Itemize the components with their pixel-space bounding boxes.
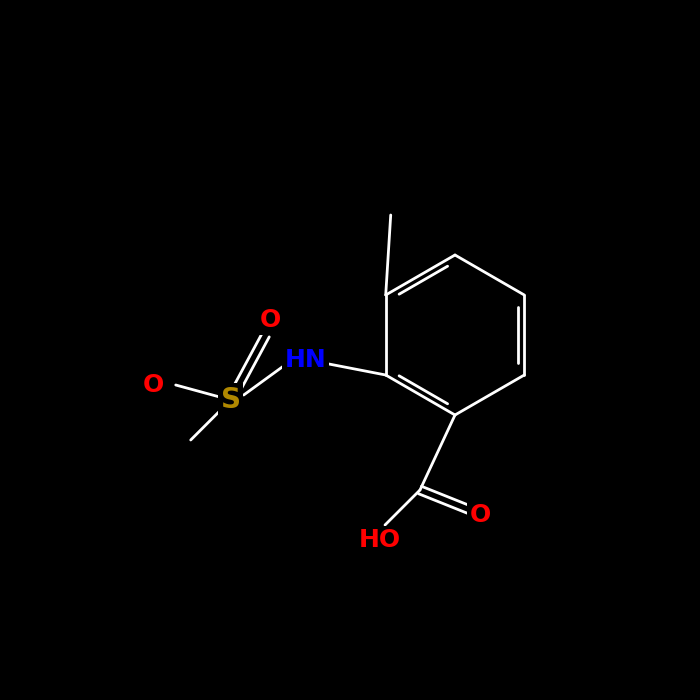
Text: S: S [220, 386, 241, 414]
Text: O: O [260, 308, 281, 332]
Text: O: O [143, 373, 164, 397]
Text: HO: HO [359, 528, 401, 552]
Text: HN: HN [285, 348, 327, 372]
Text: O: O [470, 503, 491, 527]
